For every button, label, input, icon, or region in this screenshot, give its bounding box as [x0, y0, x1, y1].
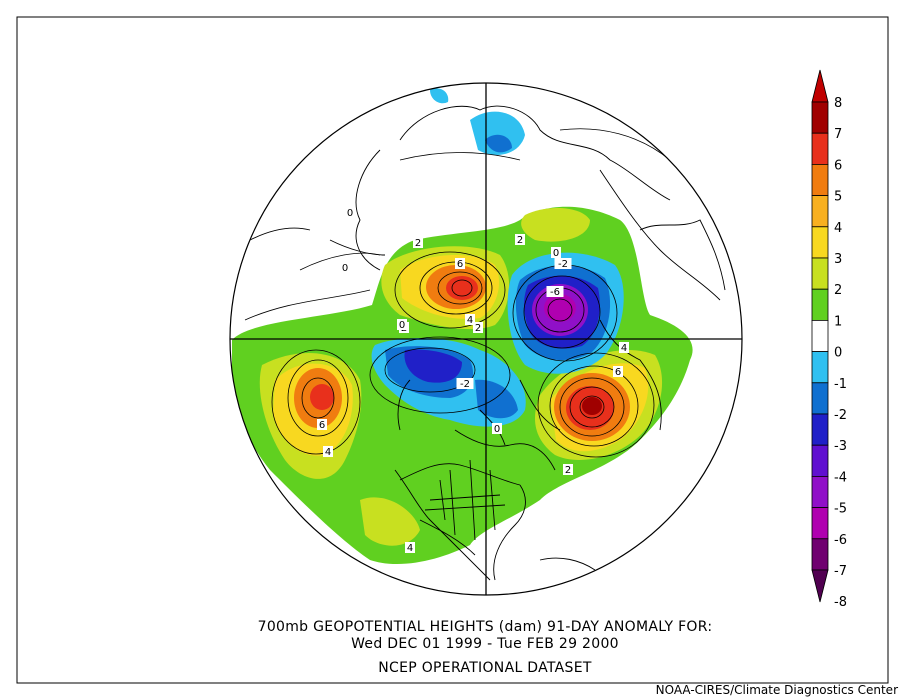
colorbar-swatch: [811, 195, 829, 228]
colorbar-tick-label: -7: [834, 564, 847, 579]
contour-label: 4: [325, 447, 331, 458]
contour-label: 4: [407, 543, 413, 554]
anomaly-field-orange: [294, 265, 630, 441]
contour-label-bg: [546, 286, 564, 297]
contour-label: 0: [553, 248, 559, 259]
colorbar-swatch: [811, 257, 829, 290]
contour-label: -2: [558, 259, 568, 270]
contour-label: 0: [347, 208, 353, 219]
colorbar-tick-label: -3: [834, 439, 847, 454]
contour-label: 6: [615, 367, 621, 378]
figure-title-line1: 700mb GEOPOTENTIAL HEIGHTS (dam) 91-DAY …: [257, 619, 713, 635]
colorbar-swatch: [811, 288, 829, 321]
colorbar-tick-label: -6: [834, 533, 847, 548]
colorbar-tick-label: 2: [834, 283, 842, 298]
colorbar-swatch: [811, 475, 829, 508]
contour-label: 6: [457, 259, 463, 270]
colorbar-tick-label: 5: [834, 190, 842, 205]
colorbar-swatch: [811, 382, 829, 415]
contour-label-bg: [405, 542, 415, 553]
contour-label-bg: [554, 258, 572, 269]
contour-label-bg: [613, 366, 623, 377]
colorbar-swatch: [811, 351, 829, 384]
coastlines: [249, 105, 726, 581]
figure-title-line2: Wed DEC 01 1999 - Tue FEB 29 2000: [351, 636, 619, 652]
colorbar-tick-label: 8: [834, 96, 842, 111]
contour-label-bg: [492, 423, 502, 434]
contour-label: 6: [319, 420, 325, 431]
colorbar-swatch: [811, 538, 829, 571]
colorbar-tick-label: 3: [834, 252, 842, 267]
colorbar-bottom-arrow: [811, 569, 829, 603]
colorbar-tick-label: 4: [834, 221, 842, 236]
colorbar-tick-label: 0: [834, 346, 842, 361]
credit-line: NOAA-CIRES/Climate Diagnostics Center: [655, 683, 898, 697]
contour-label-bg: [345, 207, 355, 218]
colorbar-swatch: [811, 163, 829, 196]
colorbar-swatch: [811, 444, 829, 477]
contour-label: 0: [494, 424, 500, 435]
colorbar-tick-label: -4: [834, 470, 847, 485]
contour-label-bg: [340, 262, 350, 273]
colorbar-swatch: [811, 507, 829, 540]
colorbar-swatch: [811, 413, 829, 446]
colorbar: 8 7 6 5 4 3 2 1 0 -1 -2 -3 -4 -5 -6 -7 -8: [811, 69, 847, 610]
contour-label: 0: [399, 320, 405, 331]
anomaly-field-negative-magenta: [544, 294, 576, 322]
colorbar-swatch: [811, 226, 829, 259]
contour-label: 2: [415, 238, 421, 249]
contour-label-bg: [563, 464, 573, 475]
contour-label-bg: [456, 378, 474, 389]
colorbar-tick-label: -1: [834, 377, 847, 392]
contour-label: 2: [475, 323, 481, 334]
contour-label-bg: [323, 446, 333, 457]
figure-title-line3: NCEP OPERATIONAL DATASET: [378, 660, 592, 676]
contour-label: 4: [467, 315, 473, 326]
contour-label: 0: [342, 263, 348, 274]
colorbar-tick-label: -5: [834, 502, 847, 517]
colorbar-top-arrow: [811, 69, 829, 103]
anomaly-field-darkred: [582, 397, 602, 415]
contour-label-bg: [473, 322, 483, 333]
contour-label-bg: [619, 342, 629, 353]
map-boundary-circle: [229, 82, 743, 596]
contour-label-bg: [455, 258, 465, 269]
colorbar-swatch: [811, 132, 829, 165]
contour-lines: [244, 128, 671, 458]
contour-label-bg: [515, 234, 525, 245]
contour-label-bg: [317, 419, 327, 430]
colorbar-swatch: [811, 101, 829, 134]
contour-label: 4: [621, 343, 627, 354]
colorbar-tick-label: 1: [834, 314, 842, 329]
contour-label: 2: [565, 465, 571, 476]
contour-label-bg: [413, 237, 423, 248]
colorbar-tick-label: 6: [834, 158, 842, 173]
contour-label: -2: [460, 379, 470, 390]
colorbar-tick-label: 7: [834, 127, 842, 142]
contour-label-bg: [465, 314, 475, 325]
contour-label: 2: [517, 235, 523, 246]
polar-map: [230, 83, 742, 595]
colorbar-tick-label: -2: [834, 408, 847, 423]
contour-label-bg: [551, 247, 561, 258]
contour-label-bg: [397, 319, 407, 330]
colorbar-swatch: [811, 319, 829, 352]
contour-label: -6: [550, 287, 560, 298]
plot-frame: [16, 16, 889, 684]
colorbar-tick-label: -8: [834, 595, 847, 610]
graticule: [230, 83, 742, 595]
